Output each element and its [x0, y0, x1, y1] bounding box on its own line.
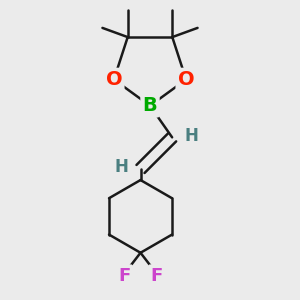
- Text: H: H: [184, 127, 198, 145]
- Text: F: F: [118, 266, 131, 284]
- Text: H: H: [115, 158, 128, 176]
- Text: O: O: [106, 70, 122, 89]
- Text: F: F: [150, 266, 162, 284]
- Text: O: O: [178, 70, 194, 89]
- Text: B: B: [142, 96, 158, 115]
